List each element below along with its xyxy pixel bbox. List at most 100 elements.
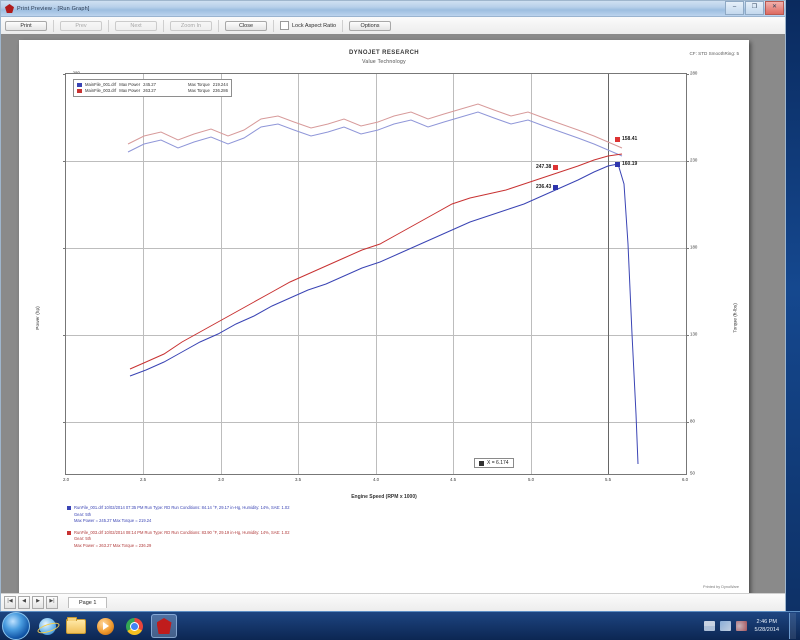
taskbar-item-internet-explorer[interactable] [35, 615, 59, 637]
annotation-power-blue: 160.19 [615, 161, 637, 167]
window-title: Print Preview - [Run Graph] [17, 5, 90, 12]
legend-row: MainFile_001.drf Max Power 245.27 Max To… [77, 82, 228, 88]
chart-legend: MainFile_001.drf Max Power 245.27 Max To… [73, 79, 232, 97]
annotation-value: 160.19 [622, 161, 638, 167]
x-tick: 6.0 [681, 477, 689, 482]
legend-max-power-label: Max Power [119, 82, 141, 87]
gridline-horizontal [66, 335, 686, 336]
curve-power-red [129, 153, 623, 370]
annotation-marker-red [615, 136, 620, 142]
next-page-nav-button[interactable]: ▶ [32, 596, 44, 609]
cursor-marker [479, 460, 484, 466]
chart-curves [127, 103, 639, 465]
report-subtitle: Value Technology [362, 59, 406, 65]
clock-time: 2:46 PM [756, 619, 777, 625]
print-preview-window: Print Preview - [Run Graph] – ❐ ✕ Print … [0, 0, 786, 612]
tick-mark [63, 74, 66, 75]
legend-max-torque-value: 219.244 [212, 82, 228, 87]
preview-scroll-area[interactable]: DYNOJET RESEARCH Value Technology CF: ST… [1, 34, 785, 594]
prev-page-button[interactable]: Prev [60, 20, 102, 31]
taskbar-item-google-chrome[interactable] [122, 615, 146, 637]
annotation-value: 247.38 [536, 164, 552, 170]
y-tick-right: 180 [690, 244, 698, 250]
close-preview-button[interactable]: Close [225, 20, 267, 31]
tick-mark [686, 335, 689, 336]
page-tab[interactable]: Page 1 [68, 597, 108, 608]
gridline-horizontal [66, 161, 686, 162]
gridline-horizontal [66, 248, 686, 249]
legend-swatch-blue [77, 83, 82, 87]
chart-plot-area[interactable]: MainFile_001.drf Max Power 245.27 Max To… [63, 73, 689, 475]
x-axis-title: Engine Speed (RPM x 1000) [351, 494, 417, 500]
next-page-button[interactable]: Next [115, 20, 157, 31]
toolbar-separator [163, 19, 164, 32]
annotation-marker-blue [615, 161, 620, 167]
cursor-readout[interactable]: X = 6.174 [474, 458, 514, 468]
run-note-line-3: Max Power = 245.27 Max Torque = 219.24 [74, 518, 152, 523]
y-axis-right-title: Torque (ft-lbs) [733, 302, 739, 333]
close-button[interactable]: ✕ [765, 1, 784, 15]
print-button[interactable]: Print [5, 20, 47, 31]
y-tick-right: 130 [690, 331, 698, 337]
run-note-line-2: Gear: 5th [74, 511, 92, 517]
zoom-in-button[interactable]: Zoom In [170, 20, 212, 31]
legend-run-name: MainFile_001.drf [85, 82, 117, 87]
gridline-vertical [143, 74, 144, 474]
legend-run-name: MainFile_003.drf [85, 88, 117, 93]
y-axis-left-title: Power (hp) [36, 305, 42, 330]
window-title-bar[interactable]: Print Preview - [Run Graph] – ❐ ✕ [1, 1, 785, 17]
run-note-block: RunFile_003.drf 10/02/2014 08:14 PM Run … [67, 530, 723, 550]
toolbar-separator [108, 19, 109, 32]
tick-mark [63, 335, 66, 336]
taskbar-item-dynojet-dynoware[interactable] [151, 614, 177, 638]
taskbar-item-windows-explorer[interactable] [64, 615, 88, 637]
legend-max-torque-label: Max Torque [187, 88, 210, 93]
action-center-icon[interactable] [703, 621, 715, 631]
run-notes: RunFile_001.drf 10/02/2014 07:35 PM Run … [67, 505, 723, 554]
preview-page-sheet: DYNOJET RESEARCH Value Technology CF: ST… [19, 40, 749, 594]
run-note-block: RunFile_001.drf 10/02/2014 07:35 PM Run … [67, 505, 723, 525]
run-note-lines: RunFile_001.drf 10/02/2014 07:35 PM Run … [74, 505, 289, 525]
start-button[interactable] [2, 612, 30, 640]
chart-cursor-line[interactable] [608, 74, 609, 474]
legend-max-torque-label: Max Torque [187, 82, 210, 87]
x-tick: 5.0 [527, 477, 535, 482]
last-page-button[interactable]: ▶| [46, 596, 58, 609]
dynojet-icon [5, 4, 14, 13]
report-corner-note: CF: STD SmoothRing: 5 [689, 51, 739, 56]
minimize-button[interactable]: – [725, 1, 744, 15]
toolbar-separator [342, 19, 344, 32]
run-note-line-2: Gear: 5th [74, 536, 92, 541]
volume-icon[interactable] [735, 621, 747, 631]
legend-max-power-label: Max Power [119, 88, 141, 93]
maximize-button[interactable]: ❐ [745, 1, 764, 15]
clock-date: 5/28/2014 [754, 627, 779, 633]
lock-aspect-ratio-checkbox[interactable]: Lock Aspect Ratio [280, 21, 336, 30]
y-tick-right: 50 [690, 470, 695, 476]
report-footer-note: Printed by DynoWare [703, 585, 739, 589]
system-tray: 2:46 PM 5/28/2014 [703, 613, 800, 639]
gridline-vertical [453, 74, 454, 474]
y-tick-right: 80 [690, 418, 695, 424]
window-controls: – ❐ ✕ [725, 1, 784, 15]
annotation-torque-blue: 236.43 [536, 184, 559, 190]
first-page-button[interactable]: |◀ [4, 596, 16, 609]
network-icon[interactable] [719, 621, 731, 631]
prev-page-nav-button[interactable]: ◀ [18, 596, 30, 609]
tick-mark [686, 248, 689, 249]
y-tick-right: 230 [690, 157, 698, 163]
chrome-icon [125, 617, 143, 635]
options-button[interactable]: Options [349, 20, 392, 31]
legend-max-torque-value: 236.286 [212, 88, 228, 93]
tick-mark [63, 422, 66, 423]
x-tick: 4.0 [372, 477, 380, 482]
taskbar-clock[interactable]: 2:46 PM 5/28/2014 [752, 618, 782, 634]
taskbar-item-windows-media-player[interactable] [93, 615, 117, 637]
dynojet-icon [156, 618, 172, 634]
gridline-vertical [221, 74, 222, 474]
status-bar: |◀ ◀ ▶ ▶| Page 1 [1, 593, 785, 611]
run-note-line-1: RunFile_003.drf 10/02/2014 08:14 PM Run … [74, 529, 290, 535]
windows-taskbar: 2:46 PM 5/28/2014 [0, 611, 800, 640]
show-desktop-button[interactable] [789, 613, 796, 639]
annotation-torque-red: 247.38 [536, 164, 559, 170]
